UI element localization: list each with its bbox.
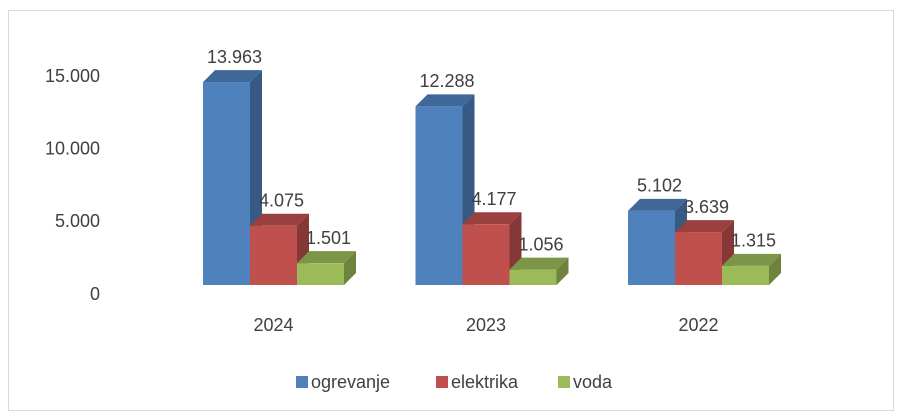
y-tick-label: 15.000 <box>45 66 100 86</box>
y-tick-label: 0 <box>90 284 100 304</box>
data-label: 12.288 <box>419 71 474 91</box>
data-label: 3.639 <box>684 197 729 217</box>
data-label: 5.102 <box>637 176 682 196</box>
bar-side <box>556 257 569 285</box>
data-label: 1.501 <box>306 228 351 248</box>
bar <box>722 265 769 285</box>
bar-top <box>628 198 687 211</box>
legend-swatch <box>558 376 570 388</box>
bar <box>675 232 722 285</box>
bar-top <box>203 70 262 83</box>
bar-top <box>297 251 356 264</box>
bar-top <box>415 94 475 107</box>
bar <box>415 106 463 285</box>
x-tick-label: 2023 <box>466 315 506 335</box>
bar <box>462 224 510 285</box>
x-tick-label: 2024 <box>253 315 293 335</box>
legend-swatch <box>436 376 448 388</box>
legend-label: voda <box>573 372 613 392</box>
bar-side <box>769 253 781 285</box>
data-label: 4.075 <box>259 191 304 211</box>
x-tick-label: 2022 <box>678 315 718 335</box>
bar-top <box>675 220 734 233</box>
bar <box>203 82 250 285</box>
legend-swatch <box>296 376 308 388</box>
data-label: 1.315 <box>731 231 776 251</box>
bar-top <box>509 257 569 270</box>
bar-top <box>722 253 781 266</box>
legend-label: elektrika <box>451 372 519 392</box>
bar <box>250 225 297 285</box>
legend-label: ogrevanje <box>311 372 390 392</box>
data-label: 1.056 <box>518 234 563 254</box>
bar-top <box>250 213 309 226</box>
bar <box>297 263 344 285</box>
bar-top <box>462 212 522 225</box>
bar-side <box>344 251 356 285</box>
y-tick-label: 10.000 <box>45 138 100 158</box>
data-label: 13.963 <box>207 47 262 67</box>
bar <box>509 269 557 285</box>
data-label: 4.177 <box>471 189 516 209</box>
bar <box>628 210 675 285</box>
y-tick-label: 5.000 <box>55 211 100 231</box>
